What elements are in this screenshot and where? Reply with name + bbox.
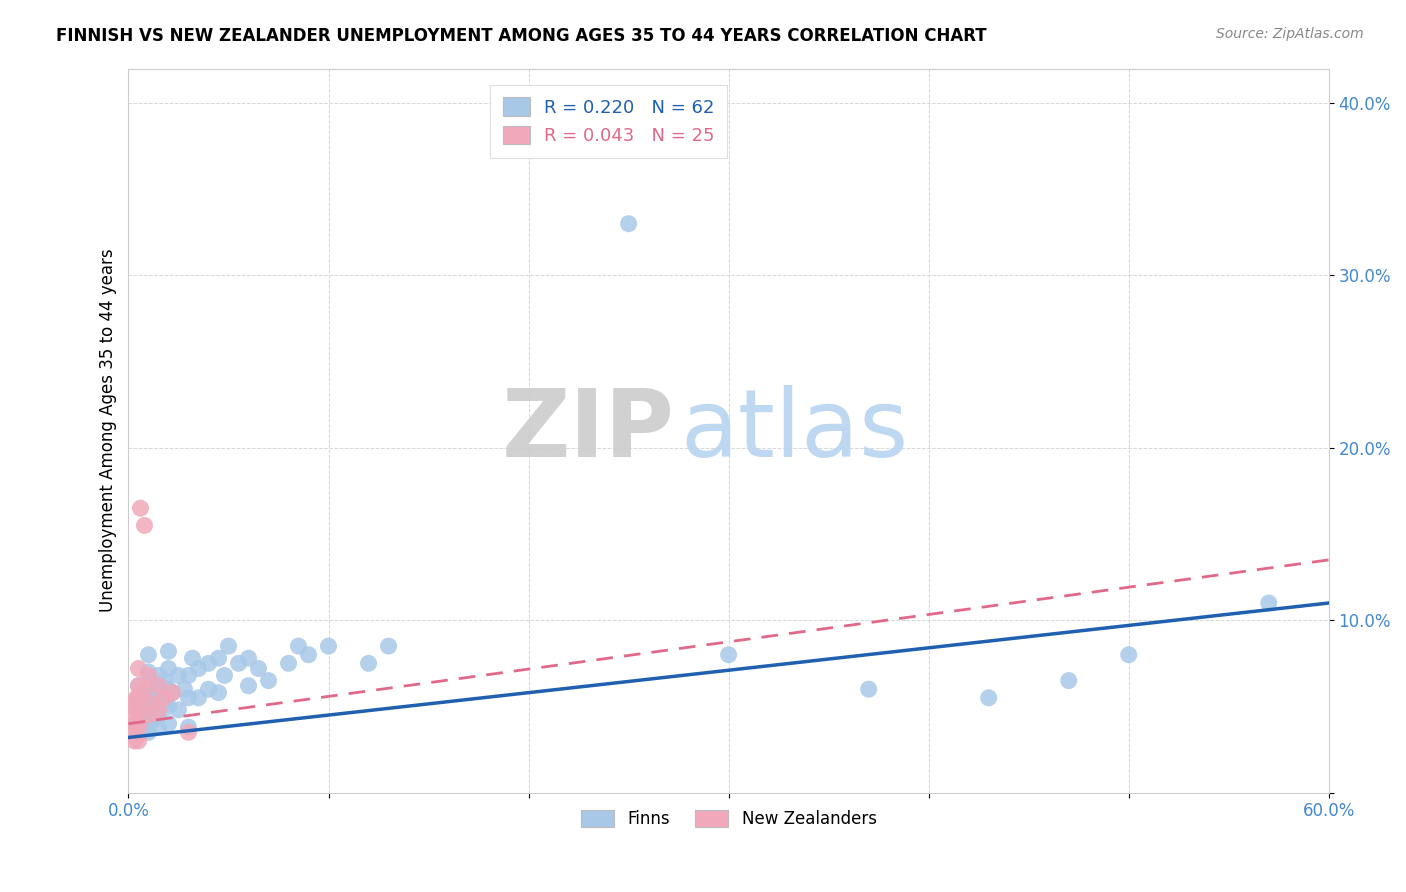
Point bbox=[157, 682, 180, 697]
Point bbox=[148, 679, 170, 693]
Point bbox=[124, 720, 146, 734]
Point bbox=[148, 720, 170, 734]
Point bbox=[187, 690, 209, 705]
Point bbox=[138, 679, 160, 693]
Point bbox=[153, 673, 176, 688]
Point bbox=[134, 720, 156, 734]
Point bbox=[1257, 596, 1279, 610]
Point bbox=[127, 725, 149, 739]
Point bbox=[181, 651, 204, 665]
Point bbox=[138, 725, 160, 739]
Text: Source: ZipAtlas.com: Source: ZipAtlas.com bbox=[1216, 27, 1364, 41]
Point bbox=[207, 651, 229, 665]
Text: atlas: atlas bbox=[681, 384, 908, 476]
Point bbox=[297, 648, 319, 662]
Point bbox=[138, 665, 160, 679]
Point bbox=[148, 686, 170, 700]
Point bbox=[138, 716, 160, 731]
Point bbox=[617, 217, 640, 231]
Point bbox=[157, 644, 180, 658]
Point bbox=[141, 696, 163, 710]
Point bbox=[148, 708, 170, 723]
Point bbox=[167, 703, 190, 717]
Point bbox=[162, 686, 184, 700]
Point bbox=[257, 673, 280, 688]
Point bbox=[228, 657, 250, 671]
Point bbox=[134, 708, 156, 723]
Point bbox=[125, 731, 148, 745]
Legend: Finns, New Zealanders: Finns, New Zealanders bbox=[574, 804, 883, 835]
Point bbox=[124, 696, 146, 710]
Point bbox=[162, 686, 184, 700]
Point bbox=[138, 708, 160, 723]
Point bbox=[127, 690, 149, 705]
Point bbox=[127, 661, 149, 675]
Point bbox=[187, 661, 209, 675]
Point bbox=[177, 720, 200, 734]
Point bbox=[197, 682, 219, 697]
Point bbox=[124, 708, 146, 723]
Point bbox=[127, 690, 149, 705]
Point bbox=[177, 668, 200, 682]
Point bbox=[129, 501, 152, 516]
Point bbox=[134, 696, 156, 710]
Y-axis label: Unemployment Among Ages 35 to 44 years: Unemployment Among Ages 35 to 44 years bbox=[100, 249, 117, 613]
Point bbox=[238, 679, 260, 693]
Point bbox=[153, 696, 176, 710]
Point bbox=[177, 725, 200, 739]
Point bbox=[157, 699, 180, 714]
Point bbox=[377, 639, 399, 653]
Point bbox=[207, 686, 229, 700]
Point bbox=[153, 690, 176, 705]
Point bbox=[127, 679, 149, 693]
Point bbox=[173, 682, 195, 697]
Point bbox=[238, 651, 260, 665]
Point bbox=[1057, 673, 1080, 688]
Point bbox=[218, 639, 240, 653]
Point bbox=[167, 668, 190, 682]
Text: ZIP: ZIP bbox=[502, 384, 675, 476]
Point bbox=[214, 668, 236, 682]
Point bbox=[177, 690, 200, 705]
Point bbox=[977, 690, 1000, 705]
Point bbox=[277, 657, 299, 671]
Point bbox=[125, 703, 148, 717]
Point bbox=[127, 679, 149, 693]
Text: FINNISH VS NEW ZEALANDER UNEMPLOYMENT AMONG AGES 35 TO 44 YEARS CORRELATION CHAR: FINNISH VS NEW ZEALANDER UNEMPLOYMENT AM… bbox=[56, 27, 987, 45]
Point bbox=[858, 682, 880, 697]
Point bbox=[127, 713, 149, 727]
Point bbox=[318, 639, 340, 653]
Point bbox=[357, 657, 380, 671]
Point bbox=[138, 668, 160, 682]
Point bbox=[717, 648, 740, 662]
Point bbox=[148, 703, 170, 717]
Point bbox=[148, 668, 170, 682]
Point bbox=[141, 713, 163, 727]
Point bbox=[127, 703, 149, 717]
Point bbox=[124, 734, 146, 748]
Point bbox=[287, 639, 309, 653]
Point bbox=[197, 657, 219, 671]
Point bbox=[247, 661, 270, 675]
Point bbox=[127, 734, 149, 748]
Point bbox=[138, 690, 160, 705]
Point bbox=[1118, 648, 1140, 662]
Point bbox=[141, 690, 163, 705]
Point bbox=[138, 648, 160, 662]
Point bbox=[127, 703, 149, 717]
Point bbox=[134, 518, 156, 533]
Point bbox=[157, 716, 180, 731]
Point bbox=[138, 703, 160, 717]
Point bbox=[134, 682, 156, 697]
Point bbox=[127, 720, 149, 734]
Point bbox=[125, 716, 148, 731]
Point bbox=[125, 690, 148, 705]
Point bbox=[157, 661, 180, 675]
